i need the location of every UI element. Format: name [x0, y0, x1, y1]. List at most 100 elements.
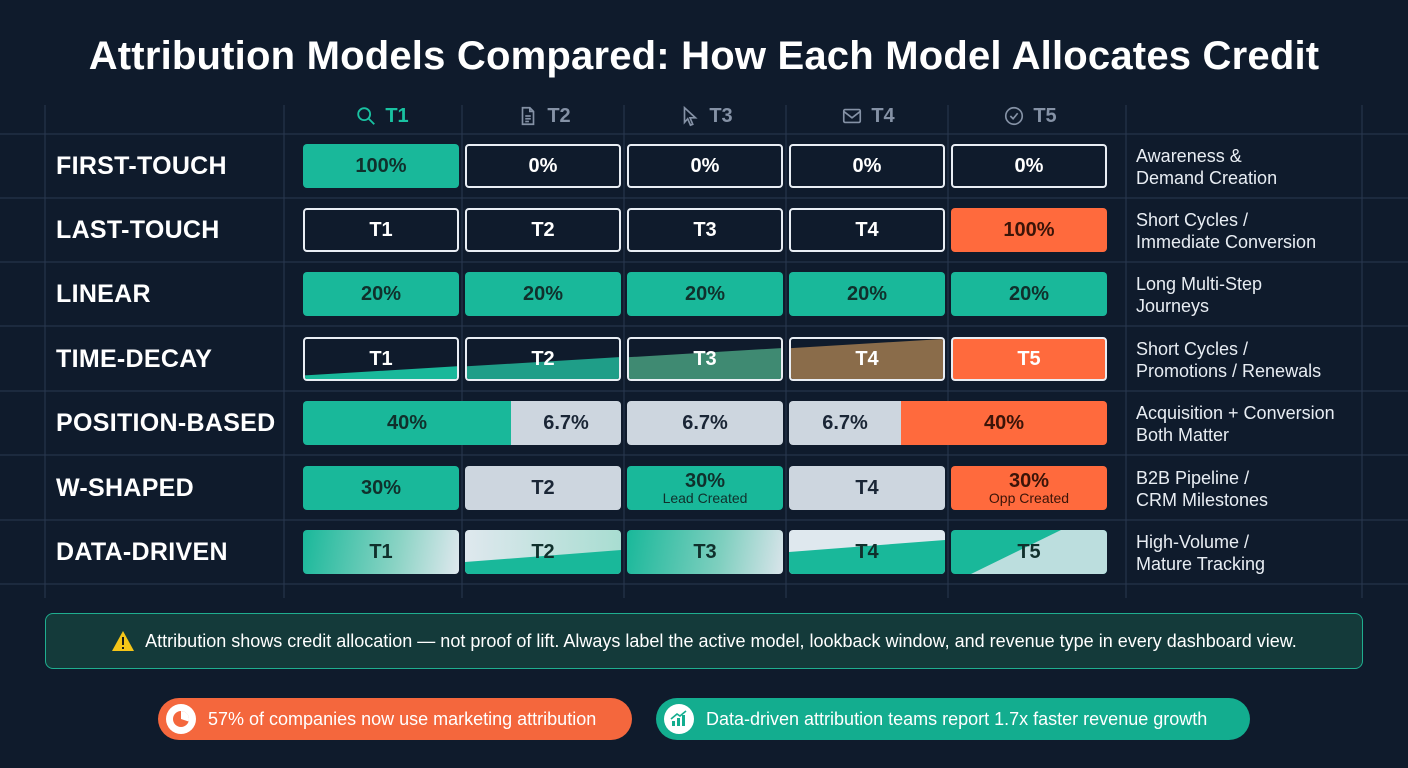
cell-value: T5 [1017, 348, 1041, 370]
cell-value: T3 [693, 219, 717, 241]
document-icon [522, 106, 535, 126]
cell-first-touch-t4: 0% [789, 144, 945, 188]
cell-value: 100% [1003, 219, 1055, 241]
cell-value: T2 [531, 348, 555, 370]
check-circle-icon [1005, 106, 1024, 126]
cell-last-touch-t1: T1 [303, 208, 459, 252]
data-driven-fill [951, 530, 1107, 574]
use-case-line: Promotions / Renewals [1136, 361, 1322, 381]
decay-fill [305, 366, 457, 379]
cell-position-based-t3: 6.7% [627, 401, 783, 445]
cell-time-decay-t2: T2 [465, 337, 621, 381]
use-case-line: B2B Pipeline / [1136, 468, 1250, 488]
row-label-linear: LINEAR [56, 279, 151, 308]
cell-time-decay-t3: T3 [627, 337, 783, 381]
cell-value: 20% [522, 283, 564, 305]
column-header-t3: T3 [628, 100, 784, 132]
cell-linear-t3: 20% [627, 272, 783, 316]
search-icon [357, 107, 376, 125]
decay-fill [791, 339, 943, 379]
cell-sublabel: Opp Created [988, 489, 1070, 506]
cell-value: 0% [528, 155, 558, 177]
cell-value: T4 [855, 219, 879, 241]
cell-value: 40% [983, 412, 1025, 434]
cell-data-driven-t1: T1 [303, 530, 459, 574]
cell-position-based-t2: 6.7% [511, 401, 621, 445]
cell-value: 30% [1008, 469, 1050, 492]
stat-text: 57% of companies now use marketing attri… [208, 708, 597, 729]
stat-pill-growth: Data-driven attribution teams report 1.7… [656, 698, 1250, 740]
cell-value: 20% [846, 283, 888, 305]
use-case-line: CRM Milestones [1136, 490, 1269, 510]
use-case-line: Mature Tracking [1136, 554, 1266, 574]
cell-value: T3 [693, 348, 717, 370]
warning-banner: Attribution shows credit allocation — no… [45, 613, 1363, 669]
cell-linear-t2: 20% [465, 272, 621, 316]
data-driven-fill [789, 530, 945, 574]
warning-icon [112, 631, 135, 651]
use-case-line: Short Cycles / [1136, 210, 1249, 230]
cell-value: 6.7% [543, 412, 589, 434]
cell-value: T3 [693, 541, 717, 563]
use-case-first-touch: Awareness & Demand Creation [1136, 145, 1406, 189]
use-case-time-decay: Short Cycles / Promotions / Renewals [1136, 338, 1406, 382]
cell-value: 30% [360, 477, 402, 499]
cell-sublabel: Lead Created [662, 489, 748, 506]
cell-value: 0% [690, 155, 720, 177]
cell-position-based-t4: 6.7% [789, 401, 901, 445]
row-label-data-driven: DATA-DRIVEN [56, 537, 228, 566]
use-case-line: Demand Creation [1136, 168, 1278, 188]
cell-value: T2 [531, 541, 555, 563]
use-case-data-driven: High-Volume / Mature Tracking [1136, 531, 1406, 575]
row-label-w-shaped: W-SHAPED [56, 473, 195, 502]
warning-text: Attribution shows credit allocation — no… [145, 630, 1297, 651]
cell-value: T4 [855, 348, 879, 370]
column-label: T5 [1033, 104, 1057, 127]
cell-data-driven-t3: T3 [627, 530, 783, 574]
cursor-icon [684, 105, 698, 127]
row-label-time-decay: TIME-DECAY [56, 344, 213, 373]
mail-icon [843, 108, 862, 124]
cell-last-touch-t2: T2 [465, 208, 621, 252]
cell-value: 6.7% [682, 412, 728, 434]
cell-value: T1 [369, 541, 393, 563]
cell-w-shaped-t2: T2 [465, 466, 621, 510]
cell-last-touch-t5: 100% [951, 208, 1107, 252]
cell-w-shaped-t3: 30% Lead Created [627, 466, 783, 510]
use-case-line: Short Cycles / [1136, 339, 1249, 359]
pie-chart-icon [166, 704, 196, 734]
cell-value: 6.7% [822, 412, 868, 434]
column-label: T3 [709, 104, 733, 127]
growth-chart-icon [664, 704, 694, 734]
column-label: T2 [547, 104, 571, 127]
stat-pill-adoption: 57% of companies now use marketing attri… [158, 698, 632, 740]
column-header-t4: T4 [790, 100, 946, 132]
cell-time-decay-t1: T1 [303, 337, 459, 381]
cell-w-shaped-t4: T4 [789, 466, 945, 510]
cell-value: T1 [369, 219, 393, 241]
cell-data-driven-t5: T5 [951, 530, 1107, 574]
use-case-line: Immediate Conversion [1136, 232, 1317, 252]
cell-value: T5 [1017, 541, 1041, 563]
page-title: Attribution Models Compared: How Each Mo… [88, 34, 1320, 78]
cell-linear-t5: 20% [951, 272, 1107, 316]
cell-first-touch-t2: 0% [465, 144, 621, 188]
cell-last-touch-t4: T4 [789, 208, 945, 252]
cell-value: 30% [684, 469, 726, 492]
cell-position-based-t1: 40% [303, 401, 511, 445]
cell-first-touch-t1: 100% [303, 144, 459, 188]
cell-time-decay-t5: T5 [951, 337, 1107, 381]
cell-value: T2 [531, 219, 555, 241]
cell-last-touch-t3: T3 [627, 208, 783, 252]
column-label: T4 [871, 104, 895, 127]
cell-value: 20% [360, 283, 402, 305]
use-case-last-touch: Short Cycles / Immediate Conversion [1136, 209, 1406, 253]
use-case-position-based: Acquisition + Conversion Both Matter [1136, 402, 1406, 446]
data-driven-fill [465, 530, 621, 574]
cell-w-shaped-t1: 30% [303, 466, 459, 510]
cell-value: T4 [855, 477, 879, 499]
column-header-t1: T1 [304, 100, 460, 132]
use-case-line: Awareness & [1136, 146, 1242, 166]
cell-data-driven-t4: T4 [789, 530, 945, 574]
cell-first-touch-t3: 0% [627, 144, 783, 188]
